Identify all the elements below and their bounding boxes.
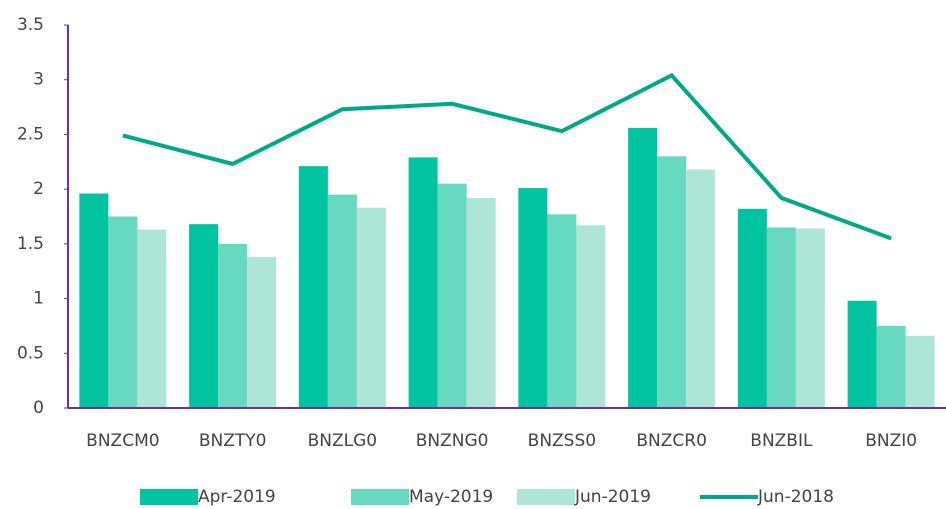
x-tick-label: BNZI0 xyxy=(865,431,917,451)
bar xyxy=(905,335,935,408)
bar xyxy=(795,228,825,408)
x-tick-label: BNZBIL xyxy=(750,431,813,451)
bar xyxy=(108,216,138,408)
bar xyxy=(628,127,658,408)
y-tick-label: 2 xyxy=(33,179,44,199)
bar xyxy=(356,207,386,408)
bar xyxy=(137,229,167,408)
x-tick-label: BNZCM0 xyxy=(86,431,159,451)
bar xyxy=(247,256,277,408)
bar xyxy=(876,325,906,408)
x-tick-label: BNZSS0 xyxy=(528,431,596,451)
bar xyxy=(218,243,248,408)
bar xyxy=(189,224,219,408)
x-tick-label: BNZTY0 xyxy=(199,431,267,451)
legend-swatch xyxy=(517,489,575,505)
bar xyxy=(737,208,767,408)
bar xyxy=(686,169,716,408)
legend-label: Jun-2018 xyxy=(757,487,834,507)
y-tick-label: 0.5 xyxy=(17,343,44,363)
y-tick-label: 3 xyxy=(33,70,44,90)
legend-label: Apr-2019 xyxy=(198,487,276,507)
x-tick-label: BNZNG0 xyxy=(416,431,489,451)
y-tick-label: 1 xyxy=(33,289,44,309)
x-tick-label: BNZCR0 xyxy=(636,431,707,451)
legend-label: May-2019 xyxy=(409,487,493,507)
bar xyxy=(766,227,796,408)
bar xyxy=(518,188,548,408)
bar xyxy=(547,214,577,408)
bar xyxy=(657,156,687,408)
y-tick-label: 2.5 xyxy=(17,124,44,144)
bar xyxy=(408,157,438,408)
line xyxy=(122,72,892,241)
y-tick-label: 3.5 xyxy=(17,15,44,35)
bar xyxy=(327,194,357,408)
bar xyxy=(437,183,467,408)
legend-swatch xyxy=(351,489,409,505)
legend-swatch xyxy=(140,489,198,505)
y-tick-label: 1.5 xyxy=(17,234,44,254)
y-tick-label: 0 xyxy=(33,398,44,418)
bar xyxy=(576,225,606,408)
bar xyxy=(79,193,109,408)
x-tick-label: BNZLG0 xyxy=(308,431,378,451)
bar xyxy=(466,197,496,408)
bar xyxy=(847,300,877,408)
bar xyxy=(298,166,328,408)
legend-label: Jun-2019 xyxy=(574,487,651,507)
